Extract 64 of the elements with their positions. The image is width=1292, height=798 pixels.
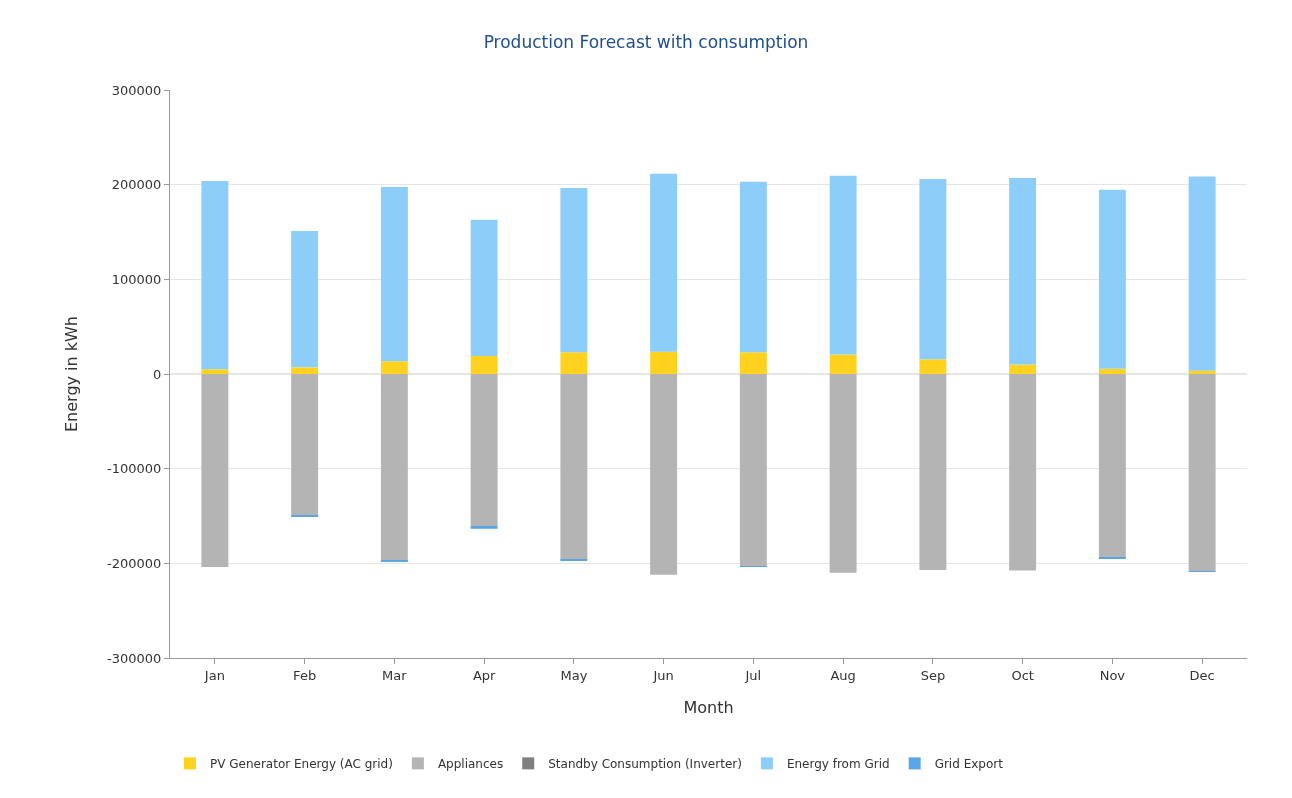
y-axis-title: Energy in kWh [61, 316, 81, 432]
bar [470, 356, 498, 374]
bar [1009, 364, 1037, 374]
bar [739, 374, 767, 567]
y-tick-label: -200000 [107, 555, 162, 571]
y-tick-label: 200000 [111, 177, 162, 193]
bar [470, 219, 498, 357]
chart-title: Production Forecast with consumption [483, 31, 809, 52]
x-tick-label: May [560, 667, 588, 683]
y-tick-label: -100000 [107, 461, 162, 477]
x-tick-label: Feb [293, 667, 317, 683]
y-tick-label: -300000 [107, 650, 162, 666]
bar [1009, 178, 1037, 365]
bar [650, 351, 678, 374]
bar [739, 352, 767, 374]
x-tick-label: Apr [472, 667, 497, 683]
bar [291, 231, 319, 368]
bar [380, 374, 408, 561]
x-tick-label: Dec [1189, 667, 1215, 683]
bar [650, 173, 678, 352]
legend-label: Energy from Grid [786, 757, 890, 772]
x-tick-label: Oct [1011, 667, 1034, 683]
bar [291, 374, 319, 516]
bar [919, 359, 947, 374]
x-tick-label: Jun [652, 667, 674, 683]
bar [919, 178, 947, 360]
bar [380, 187, 408, 362]
bar [829, 354, 857, 374]
legend-label: Appliances [437, 757, 504, 772]
bar [291, 367, 319, 374]
bar [1188, 176, 1216, 371]
x-axis-title: Month [683, 698, 734, 718]
bar [829, 374, 857, 573]
bar [1098, 368, 1126, 374]
legend-label: Standby Consumption (Inverter) [548, 757, 742, 772]
x-tick-label: Jan [203, 667, 225, 683]
x-tick-label: Nov [1099, 667, 1126, 683]
bar [560, 352, 588, 374]
bar [380, 361, 408, 374]
bar [829, 175, 857, 355]
x-tick-label: Mar [382, 667, 408, 683]
bar [739, 181, 767, 353]
legend-label: PV Generator Energy (AC grid) [210, 757, 393, 772]
y-tick-label: 300000 [111, 82, 162, 98]
bar [1098, 189, 1126, 369]
y-tick-label: 0 [153, 366, 162, 382]
bar [201, 180, 229, 370]
y-tick-label: 100000 [111, 271, 162, 287]
bar [560, 374, 588, 560]
bar [1188, 374, 1216, 572]
bar [470, 374, 498, 526]
bar [650, 374, 678, 575]
bar [919, 374, 947, 570]
x-tick-label: Jul [744, 667, 762, 683]
bar [470, 525, 498, 529]
legend-label: Grid Export [934, 757, 1004, 772]
bar [560, 187, 588, 353]
bar [1188, 370, 1216, 374]
bar [1009, 374, 1037, 571]
x-tick-label: Aug [830, 667, 856, 683]
bar [1098, 374, 1126, 558]
bar [201, 369, 229, 374]
x-tick-label: Sep [920, 667, 946, 683]
bar [201, 374, 229, 568]
